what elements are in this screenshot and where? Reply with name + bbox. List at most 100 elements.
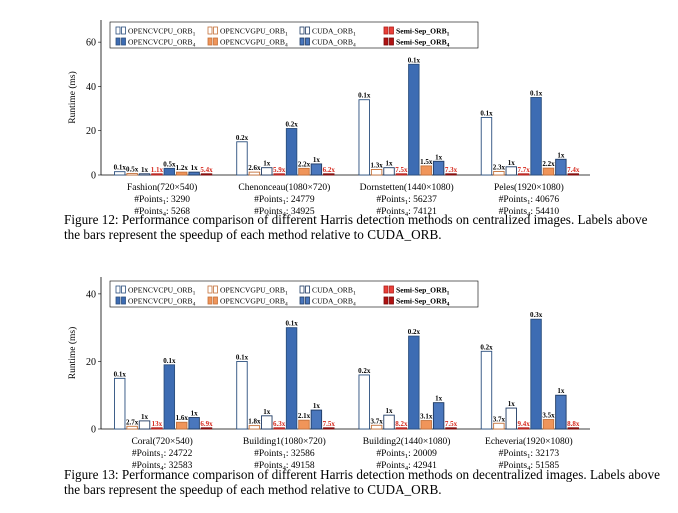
bar-label-gpu1-2: 1.3x: [371, 161, 384, 169]
bar-label-cpu1-1: 0.1x: [236, 353, 249, 361]
bar-label-semi4-0: 5.4x: [200, 166, 213, 174]
legend-swatch2-gpu4: [213, 296, 218, 305]
points4-val: : 34925: [286, 207, 315, 217]
legend-swatch2-cuda1: [305, 26, 310, 35]
legend-swatch-cuda1: [299, 285, 305, 294]
legend-label-cpu4: OPENCVCPU_ORB4: [128, 297, 196, 308]
legend-swatch-gpu1: [207, 26, 213, 35]
points4-sub: 4: [283, 465, 287, 472]
bar-label-cuda1-1: 1x: [263, 408, 271, 416]
bar-label-semi1-2: 7.5x: [395, 166, 408, 174]
points4-sub: 4: [160, 465, 164, 472]
bar-cuda1-1: [261, 415, 273, 430]
bar-label-cpu4-0: 0.1x: [163, 357, 176, 365]
points1-sub: 1: [283, 453, 286, 460]
bar-label-cpu4-0: 0.5x: [163, 160, 176, 168]
legend-swatch-cpu1: [115, 26, 121, 35]
points1-sub: 1: [283, 199, 286, 206]
bar-gpu1-1: [248, 425, 261, 430]
bar-gpu4-2: [420, 420, 432, 430]
legend-sub: 4: [193, 43, 196, 49]
category-points4: #Points4: 49158: [254, 461, 315, 472]
legend-label-semi4: Semi-Sep_ORB4: [396, 38, 450, 49]
bar-cuda4-0: [188, 417, 200, 430]
legend-text: Semi-Sep_ORB: [396, 286, 447, 295]
legend-swatch-semi4: [383, 37, 389, 46]
legend-swatch-semi1: [383, 26, 389, 35]
points1-text: #Points: [254, 195, 283, 205]
legend-swatch2-semi1: [389, 285, 394, 294]
bar-label-gpu4-0: 1.2x: [176, 164, 189, 172]
bar-label-gpu1-0: 2.7x: [126, 418, 139, 426]
bar-gpu1-0: [126, 172, 138, 176]
bar-semi1-3: [517, 427, 530, 430]
category-points1: #Points1: 32173: [499, 449, 560, 460]
points1-text: #Points: [499, 449, 528, 459]
bar-cuda4-3: [555, 394, 567, 430]
bar-semi4-1: [323, 173, 335, 176]
bar-label-semi1-0: 13x: [152, 420, 163, 428]
bar-gpu4-3: [542, 419, 555, 430]
bar-gpu4-0: [176, 421, 188, 430]
bar-gpu1-2: [370, 169, 383, 176]
points1-text: #Points: [134, 195, 163, 205]
bar-semi4-2: [445, 173, 457, 176]
bar-label-cpu1-0: 0.1x: [114, 370, 127, 378]
legend-label-cpu1: OPENCVCPU_ORB1: [128, 27, 196, 38]
y-tick-label: 60: [86, 38, 96, 49]
bar-label-gpu1-1: 1.8x: [248, 418, 261, 426]
legend-text: OPENCVCPU_ORB: [128, 38, 193, 47]
bar-label-cpu1-0: 0.1x: [114, 164, 127, 172]
category-points1: #Points1: 32586: [254, 449, 315, 460]
category-points4: #Points4: 5268: [134, 207, 190, 218]
category-label: Peles(1920×1080): [494, 182, 564, 193]
legend-text: Semi-Sep_ORB: [396, 297, 447, 306]
figure-13-caption: Figure 13: Performance comparison of dif…: [64, 467, 660, 497]
legend-text: OPENCVCPU_ORB: [128, 27, 193, 36]
legend-sub: 4: [447, 43, 450, 49]
bar-label-semi1-2: 8.2x: [395, 420, 408, 428]
bar-cpu1-2: [358, 99, 370, 176]
bar-label-cpu4-2: 0.1x: [408, 56, 421, 64]
bar-label-semi4-0: 6.9x: [200, 420, 213, 428]
legend-swatch2-cpu4: [121, 296, 126, 305]
legend-sub: 4: [447, 302, 450, 308]
legend-label-cuda1: CUDA_ORB1: [312, 286, 356, 297]
bar-cuda1-2: [383, 414, 395, 430]
bar-label-semi1-3: 9.4x: [518, 420, 531, 428]
legend-swatch-semi1: [383, 285, 389, 294]
y-tick-label: 40: [86, 82, 96, 93]
legend-swatch2-cpu1: [121, 285, 126, 294]
bar-cpu4-3: [530, 318, 542, 430]
category-points4: #Points4: 74121: [376, 207, 437, 218]
legend-swatch2-cuda1: [305, 285, 310, 294]
bar-label-gpu1-3: 3.7x: [493, 415, 506, 423]
category-label: Building1(1080×720): [243, 436, 326, 447]
category-points4: #Points4: 34925: [254, 207, 315, 218]
bar-cpu1-3: [480, 116, 493, 176]
legend-label-gpu4: OPENCVGPU_ORB4: [220, 38, 288, 49]
bar-label-gpu4-1: 2.2x: [298, 160, 311, 168]
bar-label-cpu1-1: 0.2x: [236, 134, 249, 142]
bar-cuda4-3: [555, 158, 567, 176]
legend-sub: 1: [447, 291, 450, 297]
bar-label-gpu4-3: 2.2x: [542, 160, 555, 168]
legend-sub: 1: [193, 291, 196, 297]
category-points4: #Points4: 54410: [499, 207, 560, 218]
bar-gpu1-3: [493, 171, 505, 176]
points1-text: #Points: [132, 449, 161, 459]
legend-sub: 1: [353, 291, 356, 297]
bar-cuda4-1: [310, 409, 323, 430]
bar-gpu1-1: [248, 171, 261, 176]
bar-label-cuda1-2: 1x: [386, 160, 394, 168]
bar-cpu4-2: [408, 335, 420, 430]
bar-cpu1-0: [114, 377, 126, 430]
category-points1: #Points1: 20009: [376, 449, 437, 460]
bar-label-cuda4-1: 1x: [313, 402, 321, 410]
bar-label-cuda4-2: 1x: [435, 153, 443, 161]
bar-cuda1-3: [505, 407, 517, 430]
bar-cuda1-2: [383, 167, 395, 176]
bar-semi1-1: [273, 427, 285, 430]
bar-label-cuda1-1: 1x: [263, 160, 271, 168]
